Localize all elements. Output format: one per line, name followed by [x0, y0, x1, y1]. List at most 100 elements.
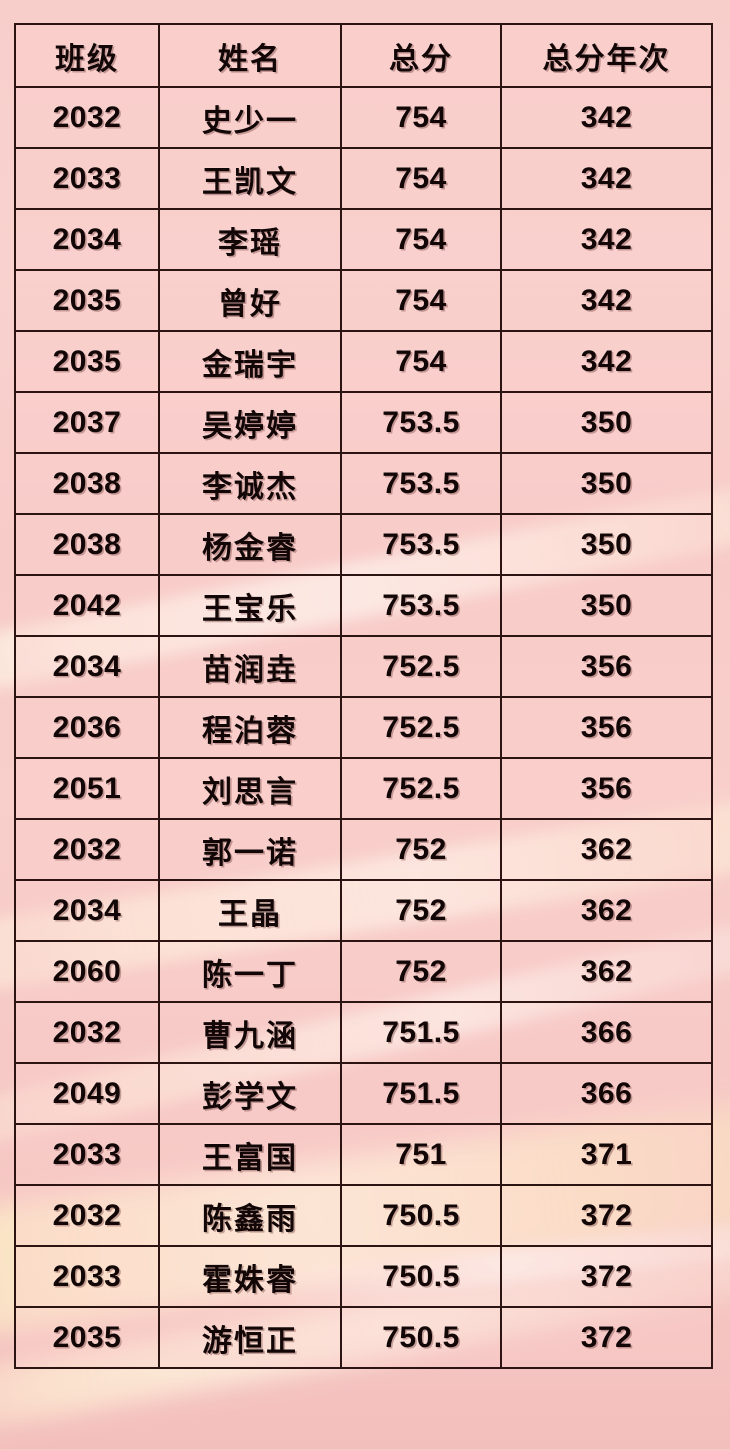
- cell-rank: 362: [500, 879, 713, 942]
- cell-score: 752.5: [340, 635, 502, 698]
- cell-rank: 362: [500, 940, 713, 1003]
- cell-name: 李诚杰: [158, 452, 342, 515]
- cell-score: 751.5: [340, 1001, 502, 1064]
- cell-name: 史少一: [158, 86, 342, 149]
- cell-score: 754: [340, 147, 502, 210]
- cell-score: 753.5: [340, 513, 502, 576]
- cell-name: 曾好: [158, 269, 342, 332]
- cell-class: 2051: [14, 757, 160, 820]
- table-row: 2049 彭学文 751.5 366: [14, 1062, 713, 1125]
- cell-score: 754: [340, 269, 502, 332]
- cell-name: 程泊蓉: [158, 696, 342, 759]
- cell-score: 750.5: [340, 1245, 502, 1308]
- cell-class: 2049: [14, 1062, 160, 1125]
- cell-score: 751: [340, 1123, 502, 1186]
- table-row: 2032 曹九涵 751.5 366: [14, 1001, 713, 1064]
- cell-class: 2060: [14, 940, 160, 1003]
- cell-class: 2034: [14, 635, 160, 698]
- table-body: 2032 史少一 754 342 2033 王凯文 754 342 2034 李瑶 754 342 20…: [14, 86, 713, 1369]
- cell-class: 2034: [14, 208, 160, 271]
- cell-score: 754: [340, 208, 502, 271]
- score-table: 班级 姓名 总分 总分年次 2032 史少一 754 342 2033 王凯文 754 342…: [14, 23, 713, 1369]
- cell-name: 陈一丁: [158, 940, 342, 1003]
- cell-name: 彭学文: [158, 1062, 342, 1125]
- cell-class: 2038: [14, 513, 160, 576]
- cell-rank: 362: [500, 818, 713, 881]
- table-row: 2032 史少一 754 342: [14, 86, 713, 149]
- cell-class: 2033: [14, 1123, 160, 1186]
- cell-score: 752.5: [340, 696, 502, 759]
- cell-name: 霍姝睿: [158, 1245, 342, 1308]
- cell-score: 751.5: [340, 1062, 502, 1125]
- cell-score: 752: [340, 940, 502, 1003]
- cell-name: 刘思言: [158, 757, 342, 820]
- table-row: 2033 王凯文 754 342: [14, 147, 713, 210]
- table-row: 2038 杨金睿 753.5 350: [14, 513, 713, 576]
- cell-class: 2034: [14, 879, 160, 942]
- cell-class: 2033: [14, 147, 160, 210]
- cell-class: 2032: [14, 86, 160, 149]
- cell-class: 2038: [14, 452, 160, 515]
- table-row: 2042 王宝乐 753.5 350: [14, 574, 713, 637]
- cell-rank: 342: [500, 269, 713, 332]
- cell-name: 王富国: [158, 1123, 342, 1186]
- cell-name: 吴婷婷: [158, 391, 342, 454]
- column-header-class: 班级: [14, 23, 160, 88]
- cell-name: 王凯文: [158, 147, 342, 210]
- table-row: 2034 李瑶 754 342: [14, 208, 713, 271]
- cell-rank: 350: [500, 391, 713, 454]
- cell-class: 2035: [14, 269, 160, 332]
- score-table-container: 班级 姓名 总分 总分年次 2032 史少一 754 342 2033 王凯文 754 342…: [14, 23, 713, 1369]
- table-row: 2032 郭一诺 752 362: [14, 818, 713, 881]
- cell-score: 750.5: [340, 1184, 502, 1247]
- cell-rank: 342: [500, 86, 713, 149]
- cell-name: 杨金睿: [158, 513, 342, 576]
- cell-score: 752: [340, 879, 502, 942]
- table-header-row: 班级 姓名 总分 总分年次: [14, 23, 713, 88]
- cell-name: 游恒正: [158, 1306, 342, 1369]
- cell-rank: 356: [500, 757, 713, 820]
- cell-name: 王宝乐: [158, 574, 342, 637]
- cell-rank: 371: [500, 1123, 713, 1186]
- cell-class: 2035: [14, 1306, 160, 1369]
- cell-class: 2037: [14, 391, 160, 454]
- column-header-name: 姓名: [158, 23, 342, 88]
- cell-score: 753.5: [340, 391, 502, 454]
- cell-name: 苗润垚: [158, 635, 342, 698]
- cell-name: 陈鑫雨: [158, 1184, 342, 1247]
- cell-class: 2032: [14, 818, 160, 881]
- column-header-score: 总分: [340, 23, 502, 88]
- cell-rank: 372: [500, 1306, 713, 1369]
- cell-rank: 350: [500, 452, 713, 515]
- cell-class: 2036: [14, 696, 160, 759]
- table-row: 2032 陈鑫雨 750.5 372: [14, 1184, 713, 1247]
- table-row: 2051 刘思言 752.5 356: [14, 757, 713, 820]
- cell-class: 2032: [14, 1184, 160, 1247]
- cell-rank: 366: [500, 1001, 713, 1064]
- table-row: 2038 李诚杰 753.5 350: [14, 452, 713, 515]
- cell-class: 2035: [14, 330, 160, 393]
- cell-score: 753.5: [340, 452, 502, 515]
- cell-rank: 356: [500, 696, 713, 759]
- cell-class: 2042: [14, 574, 160, 637]
- cell-score: 752.5: [340, 757, 502, 820]
- column-header-rank: 总分年次: [500, 23, 713, 88]
- table-row: 2035 游恒正 750.5 372: [14, 1306, 713, 1369]
- table-row: 2060 陈一丁 752 362: [14, 940, 713, 1003]
- cell-rank: 372: [500, 1184, 713, 1247]
- table-row: 2034 王晶 752 362: [14, 879, 713, 942]
- cell-score: 754: [340, 330, 502, 393]
- table-row: 2033 王富国 751 371: [14, 1123, 713, 1186]
- cell-class: 2033: [14, 1245, 160, 1308]
- table-row: 2033 霍姝睿 750.5 372: [14, 1245, 713, 1308]
- cell-name: 郭一诺: [158, 818, 342, 881]
- cell-rank: 372: [500, 1245, 713, 1308]
- cell-name: 曹九涵: [158, 1001, 342, 1064]
- cell-rank: 350: [500, 574, 713, 637]
- cell-name: 李瑶: [158, 208, 342, 271]
- cell-rank: 350: [500, 513, 713, 576]
- cell-rank: 342: [500, 147, 713, 210]
- cell-class: 2032: [14, 1001, 160, 1064]
- table-row: 2035 曾好 754 342: [14, 269, 713, 332]
- cell-name: 金瑞宇: [158, 330, 342, 393]
